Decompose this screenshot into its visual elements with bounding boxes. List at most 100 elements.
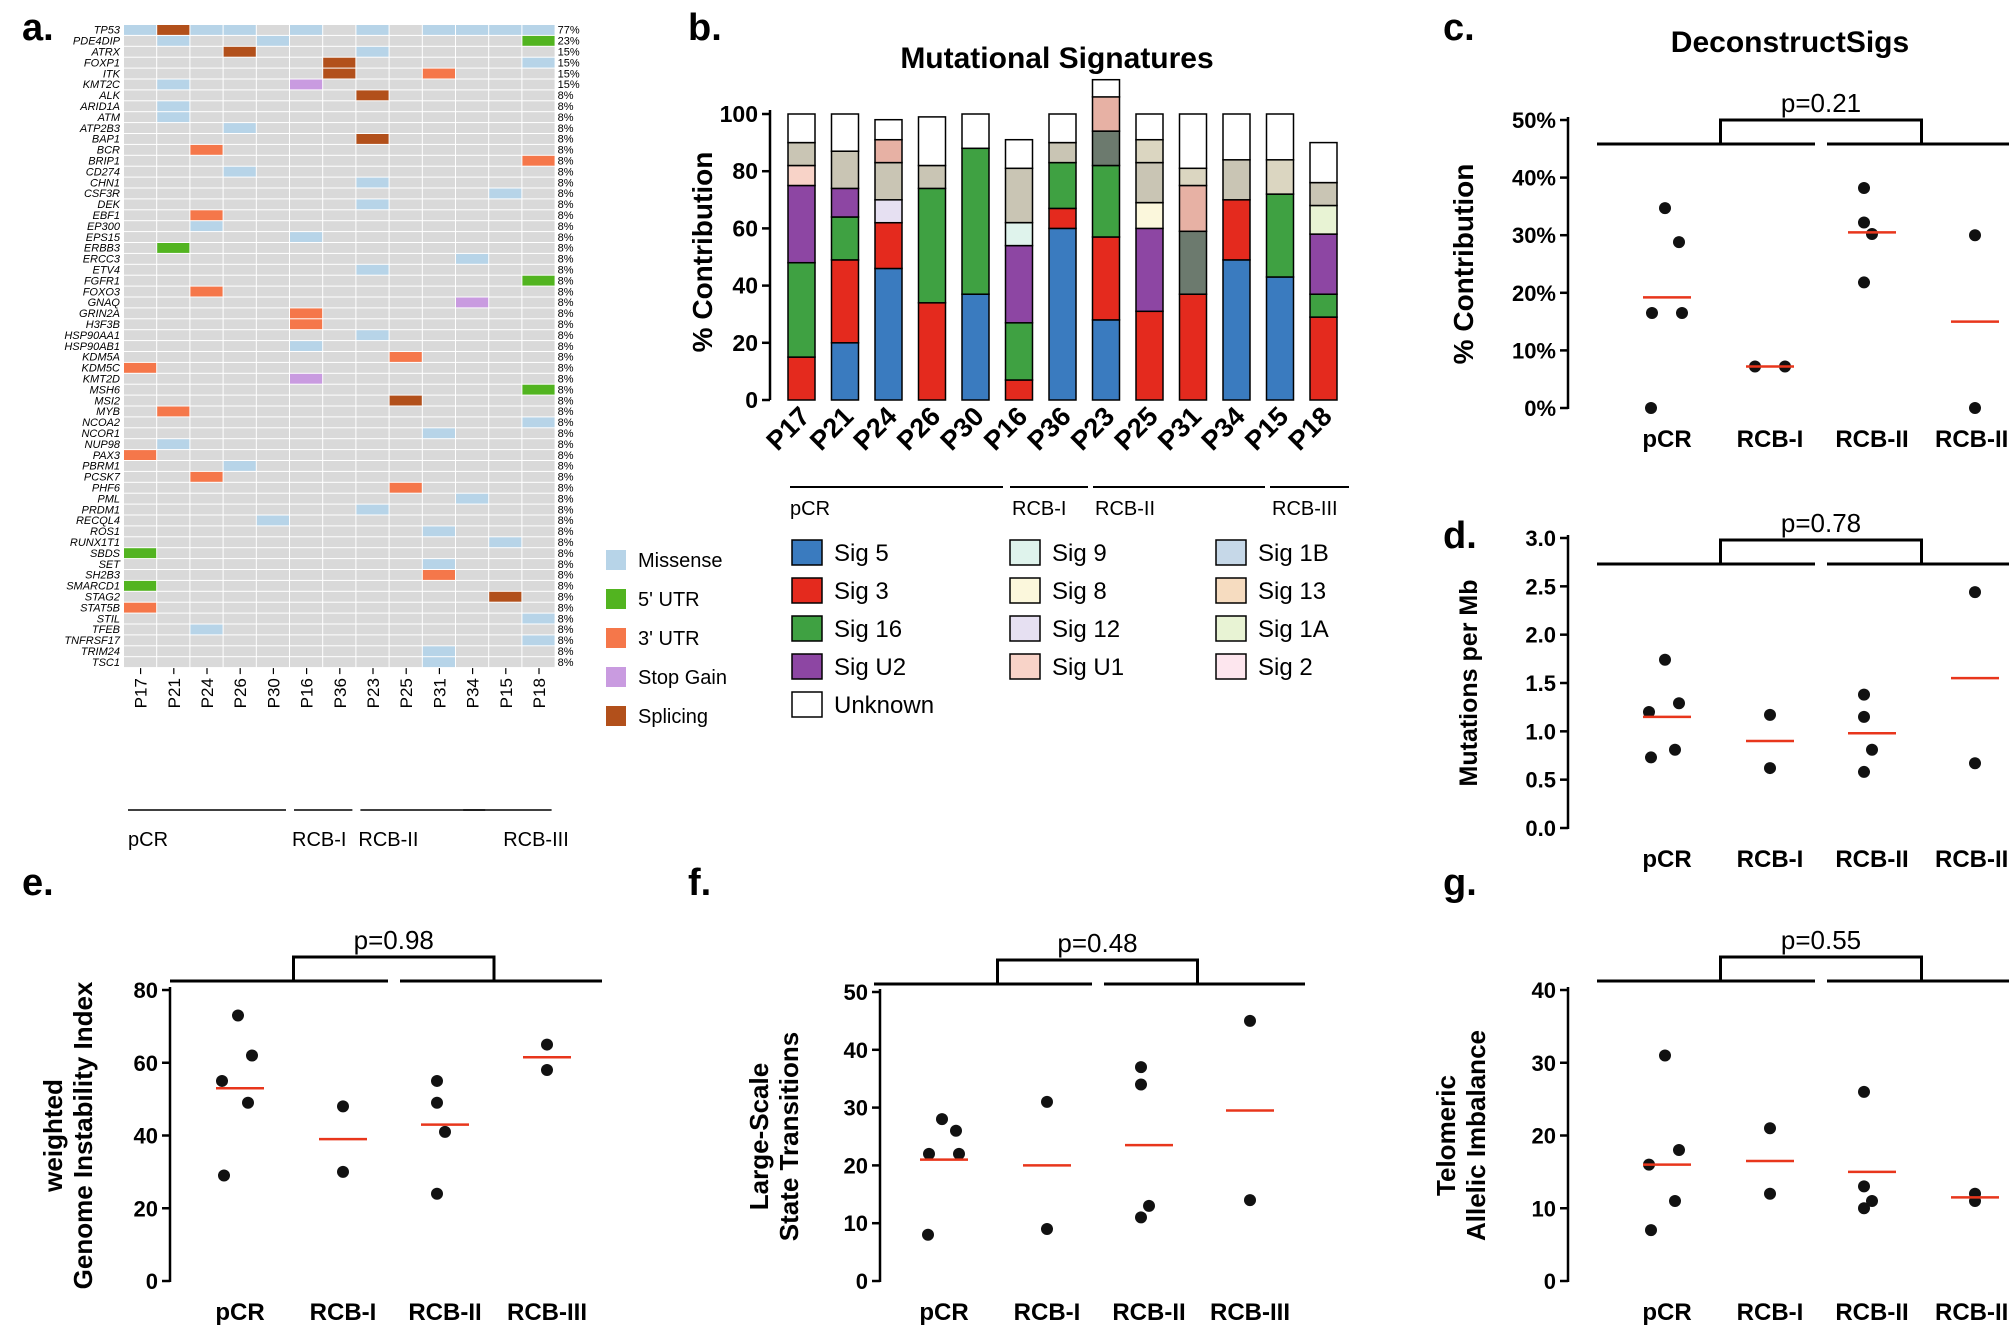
data-point (1659, 1049, 1671, 1062)
empty-cell (256, 602, 289, 613)
x-tick-label: P21 (804, 401, 859, 456)
bar-segment (787, 184, 816, 264)
empty-cell (190, 362, 223, 373)
empty-cell (290, 243, 323, 253)
data-point (439, 1125, 451, 1138)
empty-cell (522, 253, 555, 264)
empty-cell (323, 341, 356, 351)
gene-percent: 8% (558, 199, 574, 211)
empty-cell (157, 221, 190, 232)
gene-label: H3F3B (86, 319, 120, 331)
mutation-cell-utr3 (190, 144, 223, 155)
empty-cell (389, 253, 422, 264)
empty-cell (389, 406, 422, 417)
empty-cell (389, 221, 422, 232)
empty-cell (124, 635, 157, 646)
empty-cell (190, 188, 223, 199)
bar-segment (787, 141, 816, 167)
y-tick-label: 20 (134, 1196, 158, 1221)
empty-cell (124, 526, 157, 537)
empty-cell (356, 613, 389, 624)
empty-cell (223, 308, 256, 319)
gene-percent: 8% (558, 384, 574, 396)
data-point (1041, 1222, 1053, 1235)
y-tick-label: 50% (1512, 108, 1556, 133)
empty-cell (489, 134, 522, 144)
empty-cell (190, 439, 223, 450)
mutation-cell-utr3 (290, 319, 323, 330)
data-point (337, 1100, 349, 1113)
data-point (923, 1147, 935, 1160)
empty-cell (223, 35, 256, 46)
mutation-cell-splicing (356, 90, 389, 101)
data-point (1969, 229, 1981, 242)
y-tick-label: 1.0 (1525, 719, 1556, 744)
empty-cell (456, 221, 489, 232)
empty-cell (489, 352, 522, 362)
empty-cell (323, 439, 356, 450)
empty-cell (323, 352, 356, 362)
bar-segment (917, 302, 947, 401)
empty-cell (323, 210, 356, 221)
empty-cell (456, 210, 489, 221)
empty-cell (489, 450, 522, 460)
empty-cell (456, 341, 489, 351)
empty-cell (389, 232, 422, 242)
gene-percent: 8% (558, 286, 574, 298)
empty-cell (157, 210, 190, 221)
empty-cell (522, 482, 555, 493)
y-tick-label: 0 (146, 1269, 158, 1294)
empty-cell (256, 25, 289, 35)
empty-cell (522, 46, 555, 57)
empty-cell (389, 101, 422, 112)
empty-cell (323, 624, 356, 635)
empty-cell (290, 461, 323, 471)
empty-cell (456, 471, 489, 482)
empty-cell (124, 144, 157, 155)
empty-cell (190, 559, 223, 569)
data-point (1858, 1085, 1870, 1098)
gene-percent: 8% (558, 188, 574, 200)
empty-cell (190, 275, 223, 286)
mutation-cell-missense (290, 232, 323, 242)
empty-cell (356, 602, 389, 613)
empty-cell (124, 559, 157, 569)
x-tick-label: P34 (1196, 401, 1251, 456)
empty-cell (190, 450, 223, 460)
empty-cell (456, 406, 489, 417)
legend-label: Sig 16 (834, 616, 902, 643)
bar-segment (830, 187, 860, 218)
empty-cell (356, 243, 389, 253)
legend-swatch (791, 615, 823, 642)
gene-label: TP53 (94, 25, 121, 37)
p-value-label: p=0.21 (1781, 88, 1861, 118)
empty-cell (456, 591, 489, 602)
empty-cell (223, 580, 256, 591)
empty-cell (422, 580, 455, 591)
empty-cell (124, 395, 157, 406)
empty-cell (422, 504, 455, 515)
empty-cell (256, 580, 289, 591)
empty-cell (124, 199, 157, 210)
empty-cell (323, 90, 356, 101)
mutation-cell-missense (157, 79, 190, 90)
empty-cell (124, 123, 157, 133)
empty-cell (124, 68, 157, 79)
data-point (1143, 1199, 1155, 1212)
empty-cell (157, 330, 190, 341)
gene-label: STAT5B (80, 602, 120, 614)
empty-cell (389, 90, 422, 101)
legend-label: Sig 1A (1258, 616, 1329, 643)
mutation-cell-utr3 (190, 210, 223, 221)
gene-percent: 8% (558, 363, 574, 375)
empty-cell (422, 112, 455, 123)
bar-segment (961, 293, 990, 401)
bar-segment (874, 138, 903, 164)
mutation-cell-missense (356, 25, 389, 35)
gene-percent: 8% (558, 504, 574, 516)
mutation-cell-missense (157, 101, 190, 112)
empty-cell (389, 417, 422, 428)
empty-cell (489, 646, 522, 657)
empty-cell (190, 68, 223, 79)
empty-cell (323, 275, 356, 286)
